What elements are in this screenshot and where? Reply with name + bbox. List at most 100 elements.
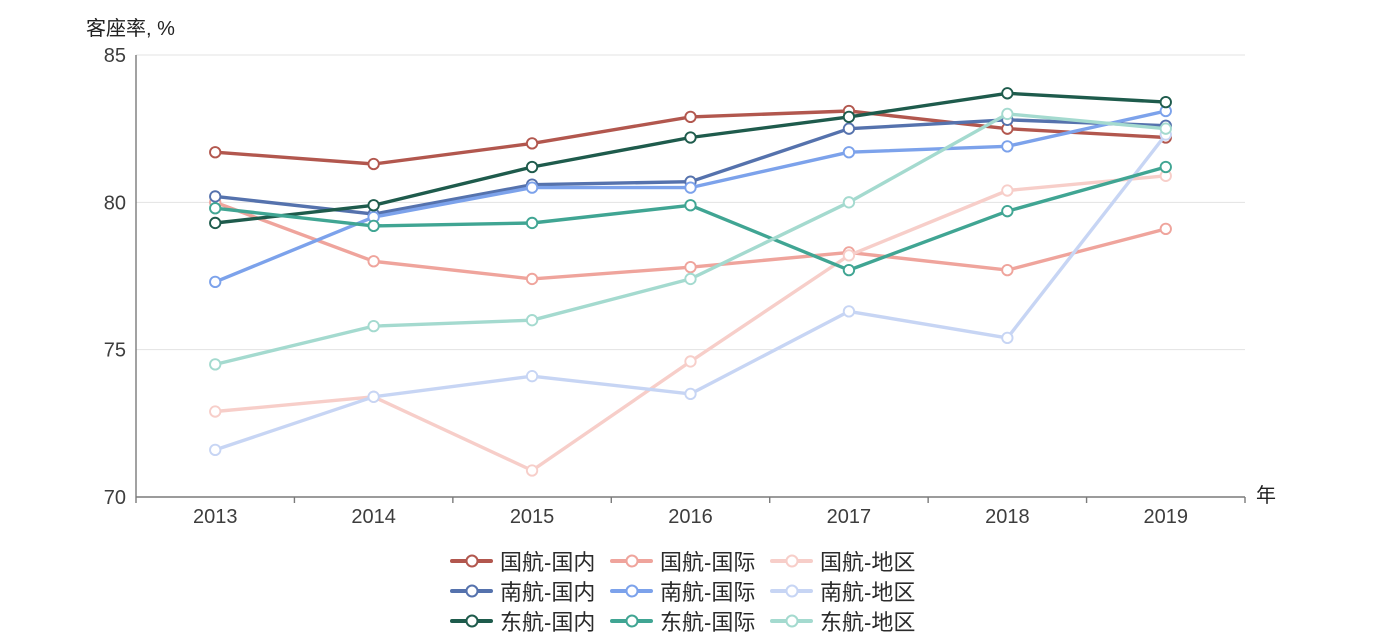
data-point-marker[interactable] [209, 358, 222, 371]
y-axis-title: 客座率, % [86, 18, 175, 40]
data-point-marker[interactable] [1001, 107, 1014, 121]
data-point-marker[interactable] [1159, 160, 1172, 174]
data-point-marker[interactable] [842, 196, 856, 209]
legend-item-东航-国际[interactable]: 东航-国际 [610, 605, 770, 637]
data-point-marker[interactable] [209, 275, 222, 289]
legend-row: 东航-国内 东航-国际 东航-地区 [0, 606, 1380, 636]
legend-label: 东航-国内 [500, 610, 596, 635]
legend-label: 国航-地区 [820, 550, 916, 575]
data-point-marker[interactable] [525, 181, 539, 194]
data-point-marker[interactable] [842, 110, 856, 124]
legend-label: 东航-地区 [820, 610, 916, 635]
legend-line-marker-icon [770, 554, 813, 569]
legend-item-东航-地区[interactable]: 东航-地区 [770, 605, 930, 637]
legend-item-国航-国际[interactable]: 国航-国际 [610, 545, 770, 577]
series-南航-地区[interactable] [209, 128, 1172, 457]
data-point-marker[interactable] [367, 390, 380, 403]
legend-item-南航-地区[interactable]: 南航-地区 [770, 575, 930, 607]
y-tick-label: 85 [104, 45, 126, 67]
data-point-marker[interactable] [1001, 87, 1014, 100]
line-chart-canvas: 70 75 80 85 2013 2014 2015 2016 2017 2018 2019 [104, 45, 1246, 528]
data-point-marker[interactable] [684, 181, 697, 194]
legend-circle-swatch [625, 584, 638, 598]
legend-line-marker-icon [770, 584, 813, 599]
legend-line-marker-icon [610, 584, 653, 599]
x-tick-label: 2017 [827, 506, 872, 528]
series-东航-地区[interactable] [209, 107, 1172, 371]
data-point-marker[interactable] [209, 190, 222, 203]
series-南航-国际[interactable] [209, 104, 1172, 289]
legend-row: 南航-国内 南航-国际 南航-地区 [0, 576, 1380, 606]
data-point-marker[interactable] [1159, 95, 1172, 109]
legend-line-marker-icon [450, 614, 493, 629]
data-point-marker[interactable] [367, 157, 380, 171]
data-point-marker[interactable] [525, 370, 539, 383]
y-tick-label: 75 [104, 340, 126, 362]
legend-item-国航-国内[interactable]: 国航-国内 [450, 545, 610, 577]
legend-item-东航-国内[interactable]: 东航-国内 [450, 605, 610, 637]
legend-circle-swatch [465, 554, 478, 568]
x-tick-label: 2016 [668, 506, 713, 528]
series-line[interactable] [213, 174, 1168, 473]
legend-label: 南航-国际 [660, 580, 756, 605]
x-axis-unit-label: 年 [1256, 485, 1276, 507]
legend-circle-swatch [785, 554, 798, 568]
x-tick-label: 2013 [193, 506, 238, 528]
data-point-marker[interactable] [842, 122, 856, 135]
series-东航-国际[interactable] [209, 160, 1172, 277]
data-point-marker[interactable] [684, 199, 697, 212]
data-point-marker[interactable] [525, 160, 539, 174]
data-point-marker[interactable] [1159, 222, 1172, 236]
legend-circle-swatch [465, 614, 478, 628]
data-point-marker[interactable] [209, 405, 222, 418]
axes: 70 75 80 85 2013 2014 2015 2016 2017 2018 2019 [104, 45, 1246, 528]
data-point-marker[interactable] [525, 137, 539, 150]
data-point-marker[interactable] [1159, 122, 1172, 135]
legend-line-marker-icon [610, 614, 653, 629]
legend-line-marker-icon [610, 554, 653, 569]
data-point-marker[interactable] [842, 263, 856, 277]
data-point-marker[interactable] [684, 355, 697, 368]
data-point-marker[interactable] [525, 216, 539, 230]
data-point-marker[interactable] [684, 131, 697, 144]
y-tick-label: 70 [104, 487, 126, 509]
legend-circle-swatch [785, 614, 798, 628]
data-point-marker[interactable] [684, 272, 697, 286]
data-point-marker[interactable] [842, 249, 856, 262]
data-point-marker[interactable] [1001, 263, 1014, 277]
data-point-marker[interactable] [842, 146, 856, 159]
data-point-marker[interactable] [367, 199, 380, 212]
data-point-marker[interactable] [209, 443, 222, 457]
data-point-marker[interactable] [209, 146, 222, 159]
data-point-marker[interactable] [367, 219, 380, 233]
data-point-marker[interactable] [684, 110, 697, 124]
legend-circle-swatch [785, 584, 798, 598]
legend-item-南航-国内[interactable]: 南航-国内 [450, 575, 610, 607]
legend-label: 国航-国内 [500, 550, 596, 575]
legend-label: 南航-国内 [500, 580, 596, 605]
data-point-marker[interactable] [684, 261, 697, 274]
data-point-marker[interactable] [1001, 205, 1014, 218]
data-point-marker[interactable] [525, 272, 539, 286]
data-point-marker[interactable] [1001, 140, 1014, 153]
legend-item-国航-地区[interactable]: 国航-地区 [770, 545, 930, 577]
series-国航-地区[interactable] [209, 169, 1172, 477]
series-东航-国内[interactable] [209, 87, 1172, 230]
legend-item-南航-国际[interactable]: 南航-国际 [610, 575, 770, 607]
data-point-marker[interactable] [209, 202, 222, 215]
series-line[interactable] [213, 112, 1168, 367]
x-tick-label: 2019 [1144, 506, 1189, 528]
data-point-marker[interactable] [842, 305, 856, 318]
data-point-marker[interactable] [525, 314, 539, 327]
data-point-marker[interactable] [1001, 184, 1014, 197]
legend-line-marker-icon [770, 614, 813, 629]
data-point-marker[interactable] [209, 216, 222, 230]
data-point-marker[interactable] [1001, 331, 1014, 345]
data-point-marker[interactable] [367, 255, 380, 268]
legend-label: 国航-国际 [660, 550, 756, 575]
y-tick-label: 80 [104, 192, 126, 214]
data-point-marker[interactable] [684, 387, 697, 401]
data-point-marker[interactable] [525, 464, 539, 477]
data-point-marker[interactable] [367, 319, 380, 333]
